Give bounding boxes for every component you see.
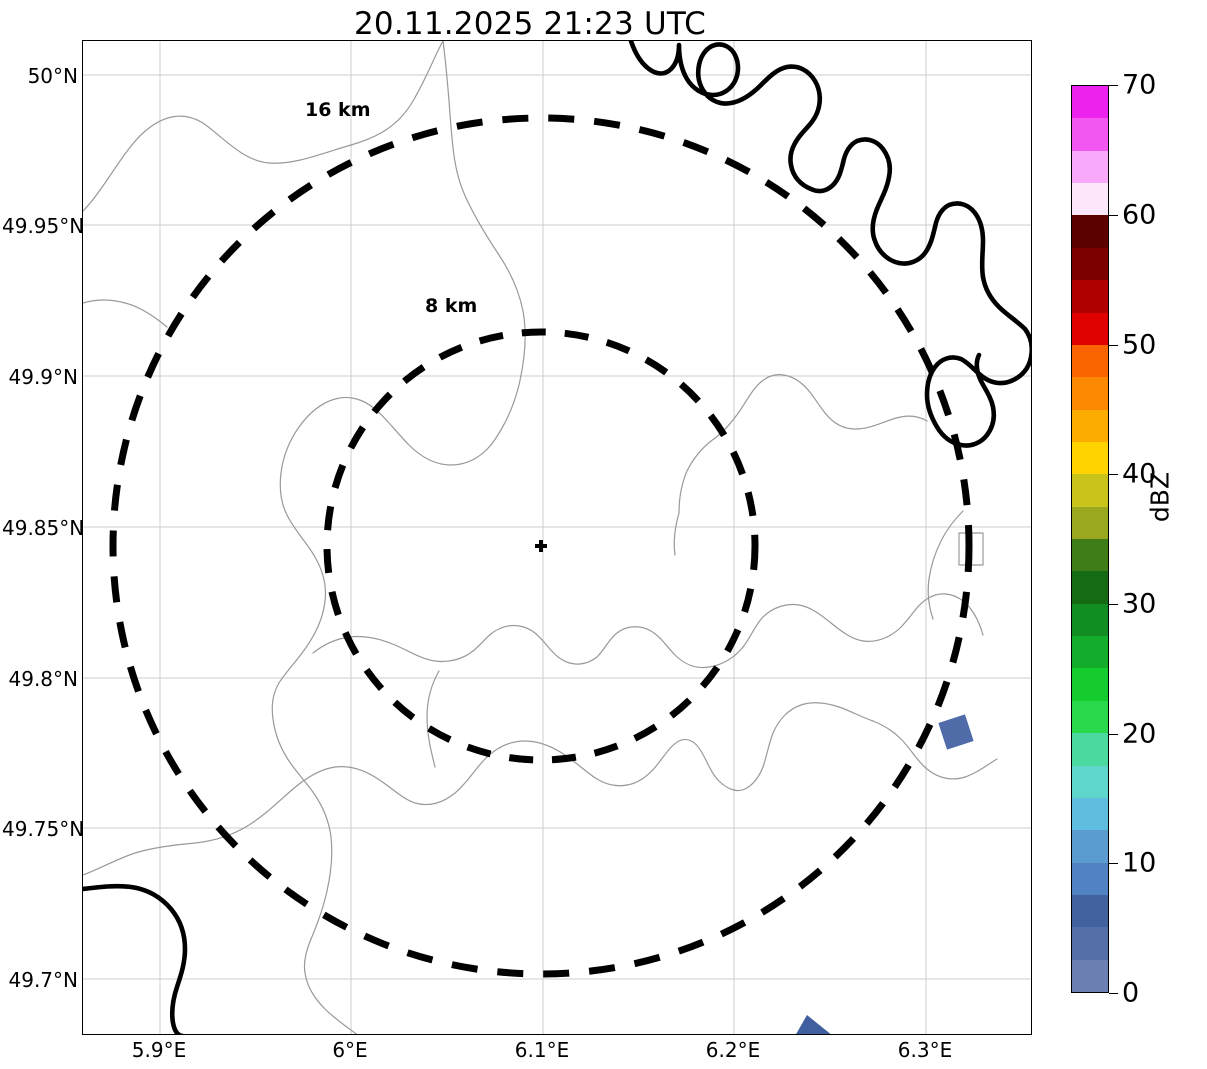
colorbar-band-57.5-60 — [1072, 215, 1108, 248]
x-tick-label-61: 6.1°E — [514, 1038, 570, 1062]
echo-northeast — [938, 714, 974, 750]
colorbar-band-55-57.5 — [1072, 247, 1108, 281]
colorbar-band-0-2.5 — [1072, 959, 1108, 993]
colorbar-band-20-22.5 — [1072, 700, 1108, 734]
echo-south — [796, 1015, 831, 1034]
colorbar-tick-20 — [1109, 734, 1118, 735]
page-title: 20.11.2025 21:23 UTC — [354, 6, 706, 42]
colorbar-band-37.5-40 — [1072, 474, 1108, 507]
map-plot-area[interactable] — [82, 40, 1032, 1035]
colorbar-band-30-32.5 — [1072, 571, 1108, 604]
colorbar[interactable] — [1071, 85, 1109, 993]
range-ring-label-16km: 16 km — [305, 99, 371, 121]
colorbar-band-47.5-50 — [1072, 344, 1108, 378]
colorbar-ticklabel-60: 60 — [1122, 199, 1157, 231]
y-tick-label-4985: 49.85°N — [2, 516, 85, 540]
colorbar-band-40-42.5 — [1072, 441, 1108, 475]
y-tick-label-498: 49.8°N — [8, 667, 79, 691]
colorbar-band-27.5-30 — [1072, 603, 1108, 637]
colorbar-band-15-17.5 — [1072, 765, 1108, 798]
x-tick-label-63: 6.3°E — [897, 1038, 953, 1062]
colorbar-band-45-47.5 — [1072, 377, 1108, 410]
colorbar-band-22.5-25 — [1072, 668, 1108, 701]
y-tick-label-497: 49.7°N — [8, 968, 79, 992]
x-tick-label-62: 6.2°E — [705, 1038, 761, 1062]
range-ring-label-8km: 8 km — [425, 295, 478, 317]
radar-site-marker — [535, 540, 547, 552]
colorbar-ticklabel-10: 10 — [1122, 847, 1157, 879]
range-ring-8km — [323, 328, 759, 764]
colorbar-ticklabel-50: 50 — [1122, 329, 1157, 361]
x-tick-label-6: 6°E — [332, 1038, 368, 1062]
colorbar-band-10-12.5 — [1072, 830, 1108, 863]
colorbar-band-17.5-20 — [1072, 733, 1108, 766]
map-canvas — [83, 41, 1031, 1034]
colorbar-band-62.5-65 — [1072, 150, 1108, 184]
colorbar-ticklabel-70: 70 — [1122, 69, 1157, 101]
colorbar-band-35-37.5 — [1072, 506, 1108, 540]
x-tick-label-59: 5.9°E — [131, 1038, 187, 1062]
colorbar-ticklabel-20: 20 — [1122, 718, 1157, 750]
y-tick-label-4975: 49.75°N — [2, 817, 85, 841]
colorbar-band-52.5-55 — [1072, 280, 1108, 313]
colorbar-band-5-7.5 — [1072, 894, 1108, 928]
colorbar-ticklabel-40: 40 — [1122, 458, 1157, 490]
reflectivity-echoes — [796, 714, 974, 1034]
admin-boundaries — [83, 41, 998, 1034]
y-tick-label-50: 50°N — [27, 64, 78, 88]
colorbar-band-67.5-70 — [1072, 86, 1108, 119]
gridlines — [83, 41, 1031, 1034]
colorbar-tick-60 — [1109, 215, 1118, 216]
colorbar-band-7.5-10 — [1072, 862, 1108, 895]
colorbar-band-2.5-5 — [1072, 927, 1108, 960]
colorbar-tick-70 — [1109, 85, 1118, 86]
colorbar-ticklabel-0: 0 — [1122, 977, 1140, 1009]
colorbar-tick-30 — [1109, 604, 1118, 605]
colorbar-tick-0 — [1109, 993, 1118, 994]
colorbar-band-50-52.5 — [1072, 312, 1108, 345]
y-tick-label-499: 49.9°N — [8, 365, 79, 389]
range-ring-16km — [109, 114, 973, 978]
colorbar-band-65-67.5 — [1072, 118, 1108, 151]
colorbar-band-25-27.5 — [1072, 636, 1108, 669]
national-border — [83, 41, 1031, 1034]
colorbar-tick-40 — [1109, 474, 1118, 475]
colorbar-band-60-62.5 — [1072, 183, 1108, 216]
colorbar-ticklabel-30: 30 — [1122, 588, 1157, 620]
colorbar-band-12.5-15 — [1072, 797, 1108, 831]
colorbar-tick-50 — [1109, 345, 1118, 346]
colorbar-band-42.5-45 — [1072, 409, 1108, 442]
colorbar-axis-label: dBZ — [1145, 471, 1175, 523]
colorbar-tick-10 — [1109, 863, 1118, 864]
colorbar-band-32.5-35 — [1072, 539, 1108, 572]
y-tick-label-4995: 49.95°N — [2, 214, 85, 238]
